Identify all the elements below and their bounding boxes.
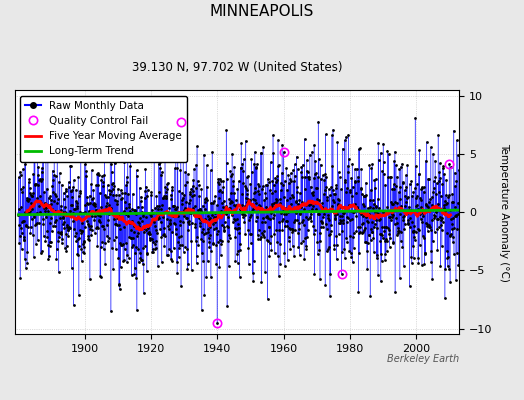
- Title: 39.130 N, 97.702 W (United States): 39.130 N, 97.702 W (United States): [132, 61, 342, 74]
- Text: Berkeley Earth: Berkeley Earth: [387, 354, 459, 364]
- Y-axis label: Temperature Anomaly (°C): Temperature Anomaly (°C): [499, 143, 509, 282]
- Legend: Raw Monthly Data, Quality Control Fail, Five Year Moving Average, Long-Term Tren: Raw Monthly Data, Quality Control Fail, …: [20, 96, 188, 162]
- Text: MINNEAPOLIS: MINNEAPOLIS: [210, 4, 314, 19]
